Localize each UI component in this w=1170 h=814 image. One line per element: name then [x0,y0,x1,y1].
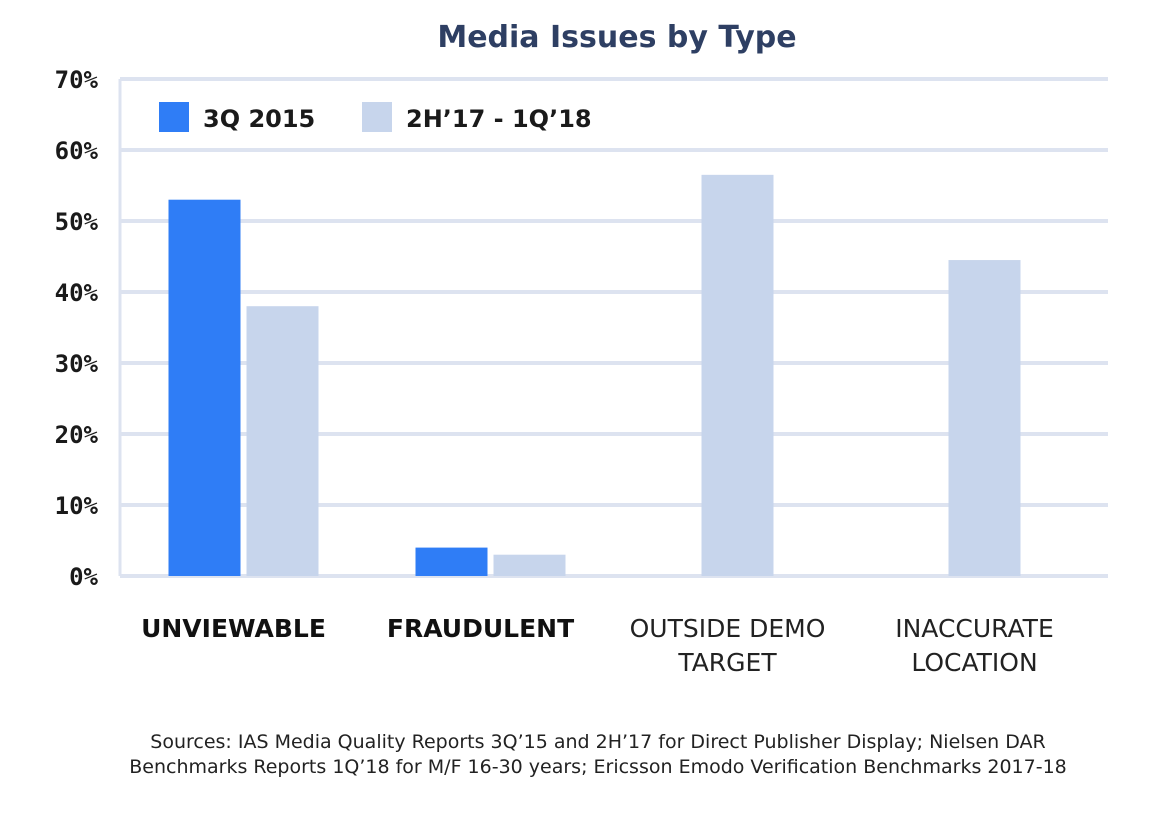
y-tick-label: 10% [55,492,99,520]
footnote-line-2: Benchmarks Reports 1Q’18 for M/F 16-30 y… [129,756,1067,778]
x-category-label: TARGET [677,648,777,677]
y-tick-label: 20% [55,421,99,449]
legend-swatch [362,102,392,132]
bar-series-2 [701,174,774,576]
y-tick-label: 60% [55,137,99,165]
x-category-label: FRAUDULENT [387,614,574,643]
footnote-line-1: Sources: IAS Media Quality Reports 3Q’15… [150,731,1045,753]
y-tick-label: 40% [55,279,99,307]
bar-series-2 [493,554,566,576]
bar-series-1 [415,547,488,576]
legend-swatch [159,102,189,132]
chart-title: Media Issues by Type [437,20,796,55]
x-category-label: INACCURATE [895,614,1054,643]
bar-series-1 [168,199,241,576]
x-category-label: LOCATION [911,648,1037,677]
y-tick-label: 30% [55,350,99,378]
bar-series-2 [948,260,1021,576]
y-tick-label: 70% [55,66,99,94]
x-category-label: UNVIEWABLE [141,614,326,643]
bar-series-2 [246,306,319,576]
x-category-label: OUTSIDE DEMO [630,614,826,643]
legend-label: 2H’17 - 1Q’18 [406,105,592,133]
y-tick-label: 50% [55,208,99,236]
y-tick-label: 0% [69,563,98,591]
legend-label: 3Q 2015 [203,105,315,133]
